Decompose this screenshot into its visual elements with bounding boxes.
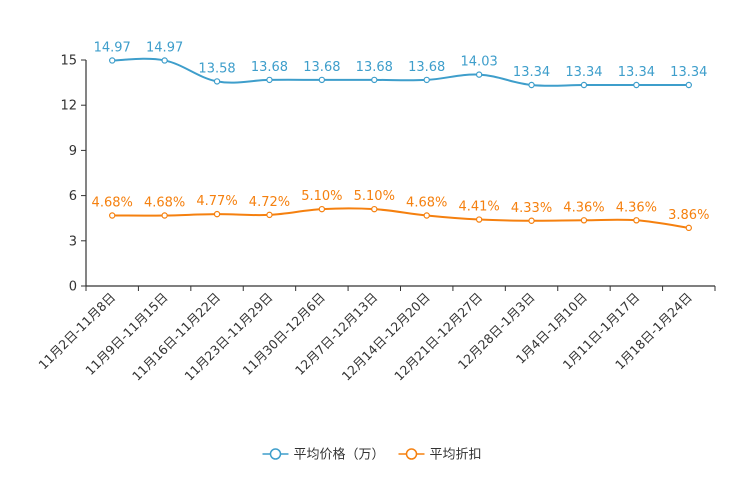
series-1-data-label: 13.58 — [198, 61, 235, 76]
legend-item-2[interactable]: 平均折扣 — [398, 448, 482, 463]
series-1-point — [213, 78, 221, 85]
series-2-data-label: 5.10% — [354, 189, 395, 204]
series-2-point — [371, 205, 378, 213]
legend-label: 平均价格（万） — [293, 447, 384, 463]
series-1-data-label: 13.68 — [408, 60, 445, 75]
x-category-label: 12月14日-12月20日 — [339, 290, 433, 384]
series-1-point — [580, 81, 588, 89]
series-line-1 — [112, 57, 689, 87]
series-1-data-label: 14.03 — [461, 55, 498, 70]
x-category-label: 11月16日-11月22日 — [129, 290, 223, 384]
x-category-label: 11月23日-11月29日 — [181, 290, 275, 384]
series-1-point — [475, 71, 483, 78]
series-2-point — [109, 212, 116, 219]
series-2-data-label: 4.72% — [249, 195, 290, 210]
series-1-point — [318, 76, 326, 84]
series-1-point — [423, 76, 430, 84]
series-2-point — [161, 212, 168, 219]
series-2-point — [685, 224, 692, 232]
legend-label: 平均折扣 — [430, 448, 482, 463]
series-2-point — [528, 217, 535, 224]
series-1-data-label: 13.34 — [618, 65, 655, 80]
series-1-data-label: 13.34 — [565, 65, 602, 80]
series-1-point — [685, 81, 692, 89]
series-1-data-label: 14.97 — [146, 40, 183, 55]
series-1-data-label: 14.97 — [94, 40, 131, 55]
series-line-2 — [112, 207, 689, 229]
series-2-point — [633, 217, 640, 224]
y-tick-label: 12 — [60, 99, 77, 114]
series-2-data-label: 4.68% — [92, 195, 133, 210]
series-2-point — [423, 212, 430, 219]
legend-marker-icon — [405, 448, 418, 460]
series-1-point — [109, 57, 116, 64]
data-labels: 14.97 14.97 13.58 13.68 13.68 13.68 13.68 14.03… — [92, 40, 710, 222]
series-2-point — [475, 216, 483, 223]
legend-marker-icon — [269, 448, 282, 460]
series-2-point — [318, 205, 326, 213]
series-2-data-label: 4.36% — [616, 200, 657, 215]
series-1-point — [266, 76, 273, 84]
axes: 0369121511月2日-11月8日11月9日-11月15日11月16日-11… — [35, 54, 716, 384]
series-1-data-label: 13.68 — [303, 60, 340, 75]
series-2-data-label: 5.10% — [301, 189, 342, 204]
series-2-point — [580, 217, 588, 224]
legend[interactable]: 平均价格（万） 平均折扣 — [262, 447, 482, 463]
series-2-data-label: 4.77% — [196, 194, 237, 209]
series-1-point — [161, 57, 168, 64]
y-tick-label: 3 — [69, 234, 77, 249]
series-2-data-label: 4.41% — [458, 200, 499, 215]
y-tick-label: 0 — [69, 280, 77, 295]
y-tick-label: 9 — [69, 144, 77, 159]
series-1-data-label: 13.68 — [251, 60, 288, 75]
series-1-point — [371, 76, 378, 84]
y-tick-label: 15 — [60, 54, 77, 69]
series-1-data-label: 13.34 — [670, 65, 707, 80]
series-1-point — [633, 81, 640, 89]
x-category-label: 12月21日-12月27日 — [391, 290, 485, 384]
series-1-data-label: 13.68 — [356, 60, 393, 75]
y-tick-label: 6 — [69, 189, 77, 204]
series-2-point — [213, 210, 221, 218]
series-1-point — [528, 81, 535, 89]
series-2-data-label: 4.36% — [563, 200, 604, 215]
series-2-data-label: 4.68% — [406, 195, 447, 210]
legend-item-1[interactable]: 平均价格（万） — [262, 447, 385, 463]
series-2-data-label: 4.33% — [511, 201, 552, 216]
series-2-data-label: 4.68% — [144, 195, 185, 210]
series-layer — [109, 57, 692, 232]
series-1-data-label: 13.34 — [513, 65, 550, 80]
series-2-point — [266, 211, 273, 219]
series-2-data-label: 3.86% — [668, 208, 709, 223]
